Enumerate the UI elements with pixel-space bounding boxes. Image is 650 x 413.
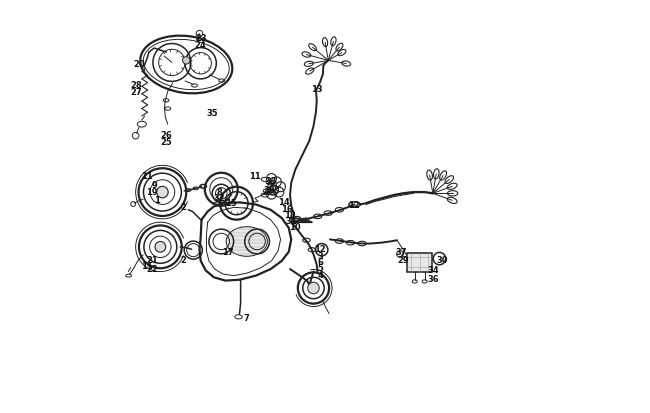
Text: 14: 14 [278, 198, 290, 207]
Text: 8: 8 [216, 188, 222, 197]
Text: 23: 23 [195, 34, 207, 43]
Text: 3: 3 [317, 252, 323, 261]
Text: 1: 1 [154, 196, 160, 205]
Text: 36: 36 [427, 275, 439, 284]
Text: 22: 22 [146, 265, 158, 273]
Circle shape [155, 242, 166, 252]
Text: 12: 12 [314, 245, 326, 254]
Text: 9: 9 [151, 181, 157, 190]
Text: 31: 31 [285, 217, 297, 226]
Text: 11: 11 [249, 172, 261, 181]
Text: 20: 20 [133, 60, 145, 69]
Text: 30: 30 [437, 256, 448, 265]
Text: 29: 29 [397, 256, 409, 265]
Text: 16: 16 [281, 205, 293, 214]
Circle shape [183, 57, 190, 64]
Text: 33: 33 [266, 177, 278, 186]
Text: 11: 11 [141, 262, 153, 271]
Text: 28: 28 [131, 81, 142, 90]
Ellipse shape [226, 227, 267, 256]
Text: 25: 25 [161, 138, 172, 147]
Text: 4: 4 [317, 271, 323, 280]
Text: 13: 13 [311, 85, 322, 94]
Text: 11: 11 [141, 172, 153, 181]
Text: 2: 2 [180, 203, 186, 212]
Text: 6: 6 [317, 258, 323, 266]
Text: 38: 38 [264, 185, 275, 195]
Text: 2: 2 [180, 256, 186, 265]
Text: 27: 27 [131, 88, 142, 97]
Text: 5: 5 [317, 264, 323, 273]
Text: 7: 7 [244, 314, 250, 323]
Text: 35: 35 [206, 109, 218, 119]
Text: 24: 24 [195, 40, 207, 50]
Text: 26: 26 [161, 131, 172, 140]
Text: 37: 37 [395, 248, 407, 257]
Text: 21: 21 [146, 256, 158, 265]
Text: 17: 17 [222, 248, 234, 257]
Text: 10: 10 [289, 223, 301, 233]
Text: 19: 19 [146, 188, 158, 197]
Text: 12: 12 [348, 201, 359, 210]
Circle shape [307, 282, 319, 294]
Circle shape [157, 186, 168, 198]
Text: 15: 15 [226, 199, 237, 208]
Text: 32: 32 [213, 194, 225, 203]
Text: 18: 18 [284, 211, 295, 220]
FancyBboxPatch shape [408, 253, 432, 271]
Text: 34: 34 [427, 266, 439, 275]
